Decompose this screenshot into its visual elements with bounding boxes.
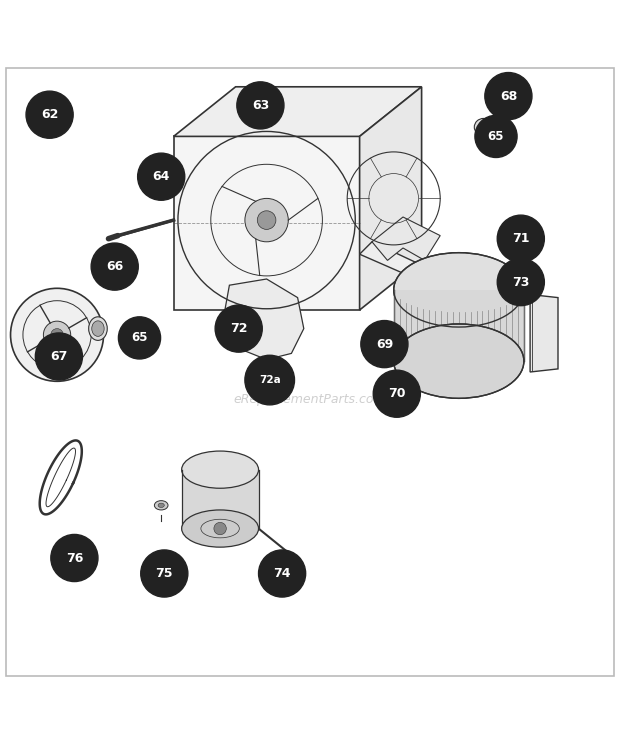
Ellipse shape bbox=[182, 510, 259, 547]
Circle shape bbox=[215, 305, 262, 352]
Text: 64: 64 bbox=[153, 170, 170, 183]
Ellipse shape bbox=[394, 253, 524, 327]
Circle shape bbox=[43, 321, 71, 348]
Circle shape bbox=[11, 288, 104, 381]
Text: 76: 76 bbox=[66, 551, 83, 565]
Ellipse shape bbox=[479, 123, 489, 132]
Circle shape bbox=[237, 82, 284, 129]
Ellipse shape bbox=[92, 321, 104, 336]
Circle shape bbox=[497, 258, 544, 306]
Bar bbox=[182, 469, 259, 528]
Circle shape bbox=[51, 534, 98, 582]
Text: 74: 74 bbox=[273, 567, 291, 580]
Circle shape bbox=[26, 91, 73, 138]
Polygon shape bbox=[530, 295, 558, 372]
Ellipse shape bbox=[182, 451, 259, 488]
Circle shape bbox=[138, 153, 185, 200]
Ellipse shape bbox=[89, 317, 107, 340]
Text: 63: 63 bbox=[252, 99, 269, 112]
Circle shape bbox=[361, 321, 408, 368]
Circle shape bbox=[485, 73, 532, 120]
Circle shape bbox=[259, 550, 306, 597]
Text: 72a: 72a bbox=[259, 375, 281, 385]
Circle shape bbox=[245, 199, 288, 242]
Circle shape bbox=[245, 355, 294, 405]
Circle shape bbox=[214, 522, 226, 535]
Ellipse shape bbox=[158, 503, 164, 507]
Text: 73: 73 bbox=[512, 275, 529, 289]
Polygon shape bbox=[223, 279, 304, 359]
Text: 72: 72 bbox=[230, 322, 247, 335]
Circle shape bbox=[35, 333, 82, 380]
Circle shape bbox=[373, 370, 420, 417]
Circle shape bbox=[497, 215, 544, 263]
Text: 67: 67 bbox=[50, 350, 68, 363]
Text: 71: 71 bbox=[512, 232, 529, 246]
Ellipse shape bbox=[474, 118, 493, 135]
Circle shape bbox=[118, 317, 161, 359]
Ellipse shape bbox=[154, 501, 168, 510]
Circle shape bbox=[141, 550, 188, 597]
Text: 68: 68 bbox=[500, 89, 517, 103]
Circle shape bbox=[475, 115, 517, 158]
Text: eReplacementParts.com: eReplacementParts.com bbox=[234, 394, 386, 406]
Text: 65: 65 bbox=[131, 331, 148, 344]
Text: 70: 70 bbox=[388, 387, 405, 400]
Text: 75: 75 bbox=[156, 567, 173, 580]
Circle shape bbox=[51, 329, 63, 341]
Polygon shape bbox=[360, 87, 422, 310]
Text: 65: 65 bbox=[488, 130, 504, 143]
Polygon shape bbox=[360, 242, 425, 335]
FancyBboxPatch shape bbox=[6, 68, 614, 676]
Ellipse shape bbox=[394, 324, 524, 398]
Text: 62: 62 bbox=[41, 108, 58, 121]
Polygon shape bbox=[174, 87, 422, 136]
Polygon shape bbox=[372, 217, 440, 260]
Text: 66: 66 bbox=[106, 260, 123, 273]
Polygon shape bbox=[174, 136, 360, 310]
Text: 69: 69 bbox=[376, 338, 393, 350]
Circle shape bbox=[91, 243, 138, 290]
Bar bbox=[394, 290, 524, 361]
Circle shape bbox=[257, 211, 276, 229]
